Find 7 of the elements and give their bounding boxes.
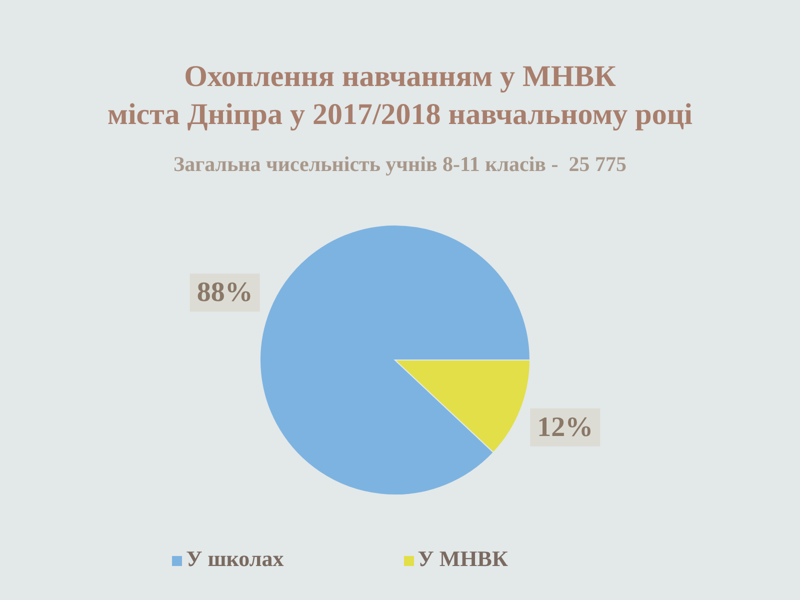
data-label: 12% xyxy=(537,412,594,443)
legend-label: У МНВК xyxy=(418,546,508,571)
data-label: 88% xyxy=(196,277,253,308)
pie-slice xyxy=(260,224,530,496)
chart-subtitle: Загальна чисельність учнів 8-11 класів - 25 775 xyxy=(172,152,628,177)
chart-title: Охоплення навчанням у МНВК міста Дніпра у 2017/2018 навчальному році xyxy=(106,59,694,133)
legend-label: У школах xyxy=(186,546,284,571)
